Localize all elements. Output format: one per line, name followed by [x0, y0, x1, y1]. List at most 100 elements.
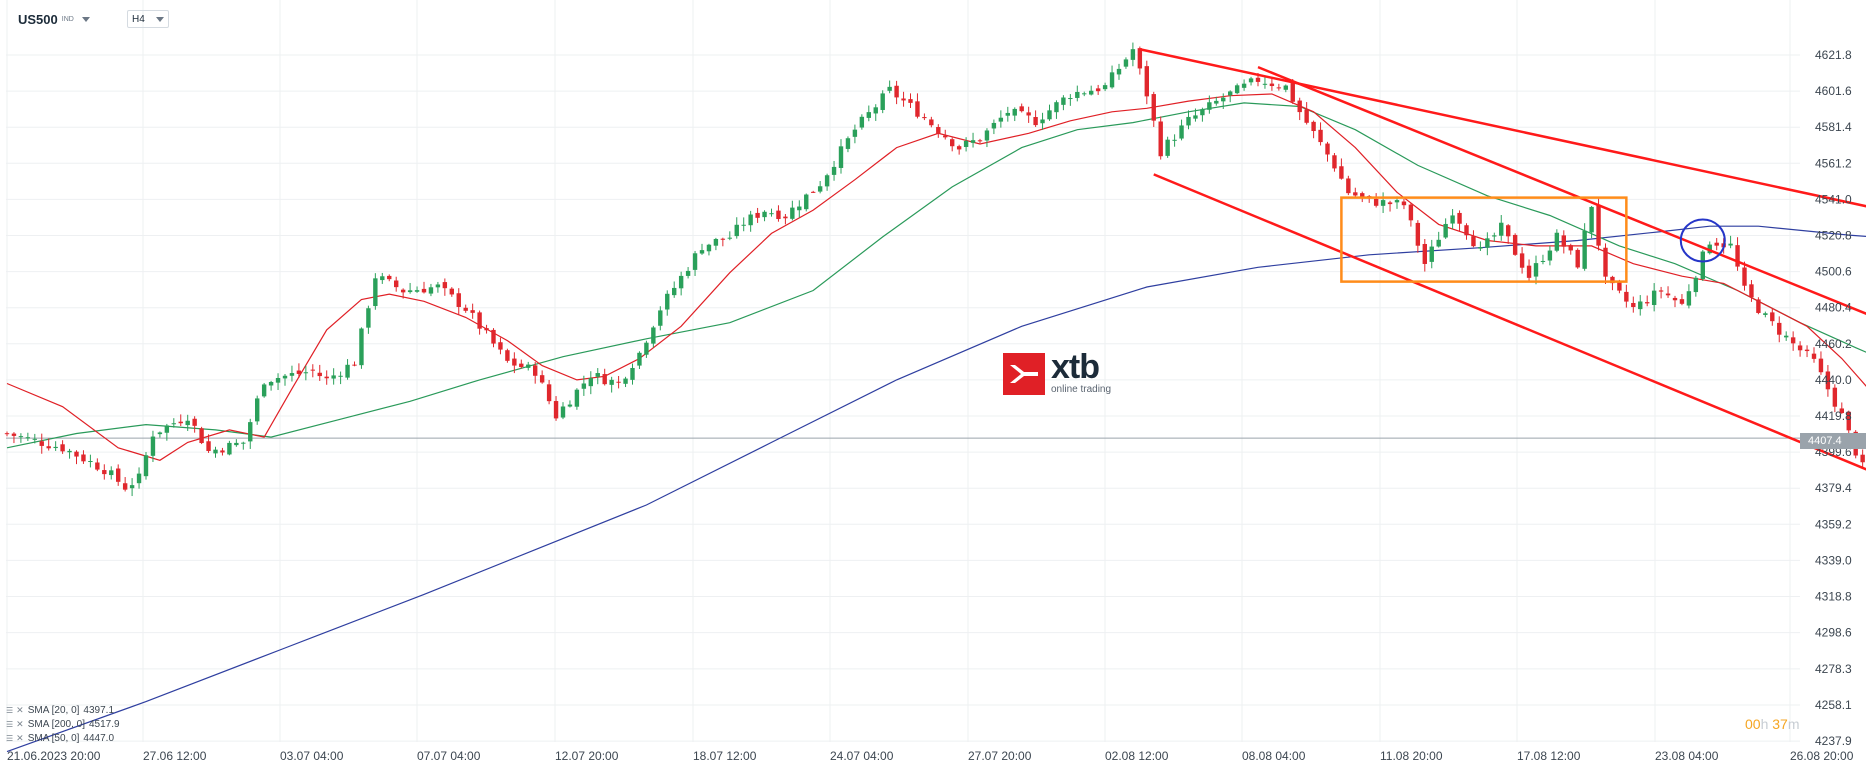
candle-body — [400, 289, 406, 293]
candle-body — [1596, 205, 1601, 246]
candle-body — [1499, 222, 1504, 236]
candle-body — [1186, 116, 1191, 126]
candle-body — [1672, 297, 1678, 301]
y-tick-label: 4379.4 — [1815, 481, 1852, 495]
candle-body — [1756, 299, 1761, 313]
x-tick-label: 12.07 20:00 — [555, 749, 619, 763]
candle-body — [345, 364, 350, 378]
highlight-circle — [1679, 218, 1726, 263]
y-tick-label: 4278.3 — [1815, 662, 1852, 676]
close-icon[interactable]: ✕ — [16, 733, 24, 743]
candle-body — [1102, 85, 1108, 90]
candle-body — [1353, 192, 1358, 196]
candle-body — [929, 119, 934, 126]
candle-body — [477, 312, 482, 329]
y-tick-label: 4440.0 — [1815, 373, 1852, 387]
candle-body — [129, 485, 135, 489]
candle-body — [783, 216, 788, 219]
candle-body — [1825, 371, 1831, 390]
candle-body — [268, 381, 274, 386]
candle-body — [1471, 236, 1476, 247]
y-tick-label: 4359.2 — [1815, 517, 1852, 531]
candle-body — [1255, 77, 1261, 82]
candle-body — [1561, 235, 1566, 247]
candle-body — [1547, 250, 1553, 261]
y-tick-label: 4520.8 — [1815, 229, 1852, 243]
chevron-down-icon[interactable] — [81, 16, 90, 22]
settings-icon[interactable]: ☰ — [6, 734, 14, 743]
candle-body — [1714, 242, 1719, 246]
candle-body — [1262, 83, 1268, 85]
candle-body — [1728, 243, 1733, 246]
indicator-value: 4447.0 — [83, 733, 115, 744]
candle-body — [1658, 290, 1664, 292]
candle-body — [574, 389, 580, 407]
candle-body — [553, 401, 559, 419]
trendline — [1257, 65, 1866, 315]
candle-body — [102, 470, 107, 475]
close-icon[interactable]: ✕ — [16, 705, 24, 715]
candle-body — [970, 140, 976, 143]
candle-body — [4, 433, 10, 435]
candle-body — [171, 423, 176, 425]
candle-body — [519, 363, 524, 368]
y-tick-label: 4237.9 — [1815, 734, 1852, 748]
candle-body — [1568, 245, 1573, 251]
close-icon[interactable]: ✕ — [16, 719, 24, 729]
indicator-legend-sma200[interactable]: ☰ ✕ SMA [200, 0] 4517.9 — [6, 718, 120, 731]
candle-body — [1443, 223, 1448, 238]
candle-body — [1707, 244, 1712, 254]
timeframe-selector[interactable]: H4 — [127, 10, 169, 28]
candle-body — [88, 461, 93, 463]
xtb-logo: xtb online trading — [1003, 348, 1111, 395]
candle-body — [1603, 247, 1608, 277]
logo-brand: xtb — [1051, 348, 1100, 386]
candle-body — [366, 308, 371, 328]
y-tick-label: 4561.2 — [1815, 156, 1852, 170]
candle-body — [901, 98, 906, 101]
candle-body — [303, 372, 309, 374]
symbol-selector[interactable]: US500 IND — [18, 10, 90, 28]
chevron-down-icon[interactable] — [156, 16, 164, 22]
candle-body — [39, 441, 44, 446]
candle-body — [1033, 117, 1038, 126]
indicator-legend-sma20[interactable]: ☰ ✕ SMA [20, 0] 4397.1 — [6, 704, 114, 717]
candle-body — [32, 438, 37, 440]
candle-body — [658, 310, 663, 326]
settings-icon[interactable]: ☰ — [6, 720, 14, 729]
candle-body — [1123, 59, 1129, 67]
candle-body — [1360, 193, 1365, 197]
candle-body — [790, 207, 795, 219]
candle-body — [95, 462, 100, 470]
candle-body — [1346, 178, 1351, 194]
candle-body — [1589, 206, 1594, 233]
candle-body — [331, 375, 336, 379]
candle-body — [922, 117, 927, 119]
candle-body — [1401, 201, 1407, 206]
candle-body — [122, 483, 128, 490]
candle-body — [1519, 253, 1525, 268]
candle-body — [1380, 200, 1386, 206]
y-tick-label: 4460.2 — [1815, 337, 1852, 351]
candle-body — [1450, 215, 1455, 224]
candle-body — [1047, 110, 1052, 120]
candle-body — [143, 455, 149, 477]
candle-body — [748, 214, 753, 226]
candle-body — [1151, 94, 1156, 121]
candle-body — [984, 130, 990, 141]
exchange-tag: IND — [61, 15, 74, 23]
candle-body — [484, 328, 489, 331]
y-tick-label: 4318.8 — [1815, 590, 1852, 604]
candle-body — [1700, 251, 1705, 279]
settings-icon[interactable]: ☰ — [6, 706, 14, 715]
candle-body — [762, 211, 767, 218]
candle-body — [1408, 204, 1414, 221]
x-tick-label: 27.07 20:00 — [968, 749, 1032, 763]
candle-body — [1839, 408, 1844, 414]
candle-body — [1019, 106, 1024, 112]
candle-body — [616, 381, 621, 383]
sma200-line — [6, 225, 1866, 753]
candle-body — [936, 127, 941, 134]
indicator-legend-sma50[interactable]: ☰ ✕ SMA [50, 0] 4447.0 — [6, 732, 114, 745]
